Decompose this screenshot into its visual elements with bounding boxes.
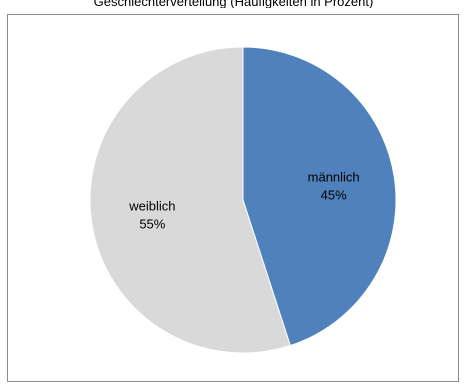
pie-slice-männlich [242,46,397,347]
pie-slice-label: weiblich [128,198,175,213]
pie-slice-value-label: 55% [139,216,165,231]
pie-slice-weiblich [89,46,291,354]
pie-slice-value-label: 45% [321,188,347,203]
pie-slices [89,46,397,354]
chart-caption: Geschlechterverteilung (Häufigkeiten in … [93,0,374,8]
pie-slice-label: männlich [308,170,360,185]
pie-labels: männlich 45% weiblich 55% [128,170,359,232]
